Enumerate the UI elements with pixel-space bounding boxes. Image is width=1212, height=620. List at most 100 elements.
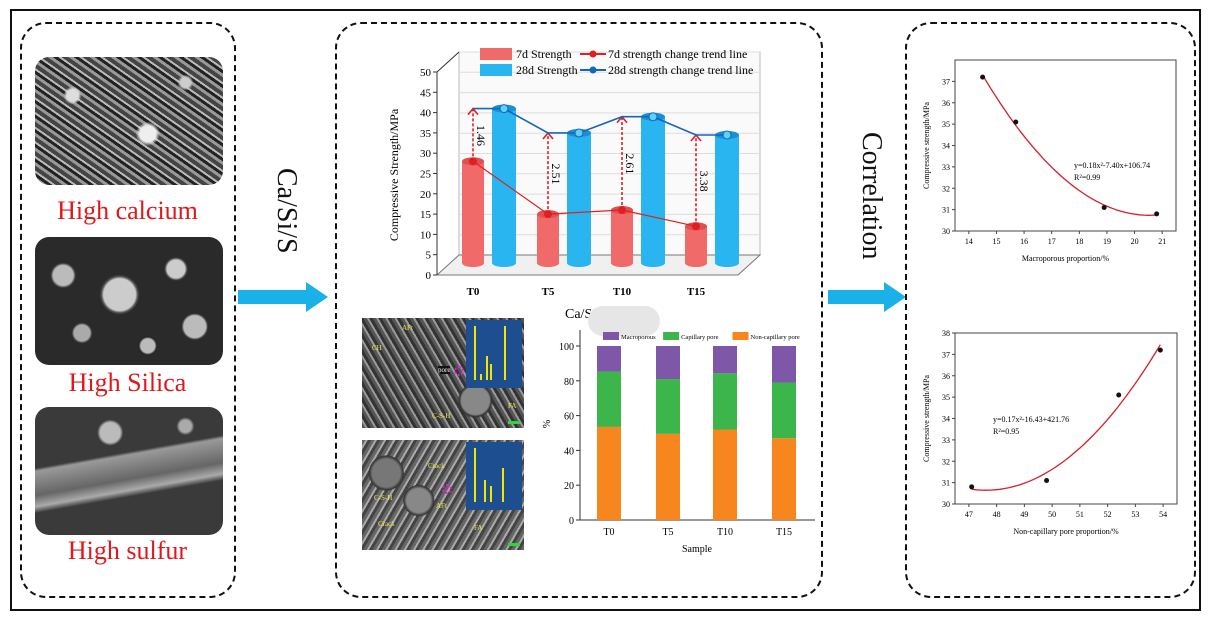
legend-swatch [480,64,512,76]
y-tick-label: 31 [942,206,950,215]
trend-point-7d [469,157,477,166]
y-tick-label: 33 [942,436,950,445]
y-tick-label: 35 [420,128,432,140]
x-tick-label: 19 [1103,237,1111,246]
x-tick-label: 48 [993,510,1001,519]
right-arrow-icon [828,282,908,312]
x-axis-label: Macroporous proportion/% [1022,254,1110,263]
legend-marker [589,66,597,74]
y-tick-label: 60 [564,412,574,423]
x-tick-label: 16 [1020,237,1028,246]
x-tick-label: 52 [1104,510,1112,519]
bar-28d [567,132,591,263]
y-tick-label: 20 [420,189,432,201]
fit-equation: y=0.17x²-16.43+421.76 [993,415,1069,424]
bar-segment-capillary-pore [772,382,796,439]
correlation-panel [905,22,1196,598]
y-axis-label: Compressive Strength/MPa [387,108,401,241]
x-tick-label: T10 [613,286,632,298]
macroporous-correlation-chart: 14 15 16 17 18 19 20 21 30 31 32 33 34 35 36 37 Macropor… [922,59,1177,263]
sem-high-calcium-image [35,57,223,185]
x-tick-label: 17 [1048,237,1056,246]
bar-base [641,259,665,267]
legend-label: Capillary pore [681,334,718,341]
non-capillary-correlation-chart: 47 48 49 50 51 52 53 54 30 31 32 33 34 35 36 37 38 Non-ca… [922,329,1178,536]
x-tick-label: T0 [603,527,614,538]
x-tick-label: 20 [1131,237,1139,246]
x-tick-label: 53 [1131,510,1139,519]
ratio-label: 2.61 [623,153,637,174]
sem-eds-image-top: AFt CH pore C-S-H FA [362,318,524,428]
axis-edge [436,51,460,73]
y-tick-label: 40 [420,108,432,120]
bar-7d [537,214,559,263]
legend-label: Macroporous [621,334,656,341]
fit-curve [982,74,1157,216]
sem-high-sulfur-image [35,407,223,535]
sem-label: C-S-H [432,412,451,420]
trend-line-28d [473,107,727,136]
label-high-silica: High Silica [68,368,187,397]
x-axis-label: Non-capillary pore proportion/% [1013,527,1119,536]
x-tick-label: T15 [776,527,792,538]
y-tick-label: 32 [942,184,950,193]
y-tick-label: 20 [564,481,574,492]
sem-eds-image-bottom: Crack C-S-H AFt Crack FA [362,440,524,550]
y-tick-label: 0 [569,516,574,527]
data-point [1157,347,1163,353]
bar-segment-macroporous [656,346,680,380]
eds-spectrum [466,320,522,388]
r-squared: R²=0.99 [1074,173,1100,182]
data-point [1101,204,1107,210]
y-tick-label: 100 [559,342,574,353]
y-tick-label: 15 [420,209,432,221]
label-high-calcium: High calcium [57,196,198,225]
strength-3d-bar-chart: 0 5 10 15 20 25 30 35 40 45 50 Compressive Strength… [387,47,762,298]
x-axis-label: Sample [682,544,713,555]
materials-panel [20,22,236,598]
data-point [1116,392,1122,398]
x-tick-label: T5 [662,527,673,538]
sem-label: CH [372,344,382,352]
bar-segment-non-capillary-pore [597,426,621,520]
y-tick-label: 30 [942,227,950,236]
bar-base [685,259,707,267]
sem-label: FA [508,402,517,410]
y-tick-label: 30 [942,500,950,509]
data-point [1013,119,1019,125]
label-high-sulfur: High sulfur [67,536,188,565]
bar-segment-capillary-pore [713,373,737,430]
x-tick-label: T10 [717,527,733,538]
bar-segment-macroporous [713,346,737,374]
trend-point-7d [544,210,552,219]
sem-label: pore [438,366,451,374]
bar-7d [611,210,633,263]
data-point [1154,211,1160,217]
title-highlight [588,306,660,336]
y-tick-label: 45 [420,87,432,99]
bar-segment-capillary-pore [656,379,680,434]
x-tick-label: 47 [965,510,973,519]
plot-frame [954,59,1177,232]
bar-base [462,259,484,267]
x-tick-label: 21 [1158,237,1166,246]
y-tick-label: 35 [942,120,950,129]
x-tick-label: 49 [1020,510,1028,519]
legend-swatch [603,332,619,340]
legend-label: 7d Strength [516,47,572,61]
figure-frame [10,9,1201,611]
y-axis-label: % [542,420,553,428]
bar-segment-capillary-pore [597,371,621,427]
bar-7d [462,161,484,263]
y-tick-label: 34 [942,142,950,151]
bar-base [492,259,516,267]
bar-segment-macroporous [597,346,621,372]
ratio-label: 2.51 [549,164,563,185]
x-tick-label: 51 [1076,510,1084,519]
fit-equation: y=0.18x²-7.40x+106.74 [1074,161,1150,170]
y-tick-label: 40 [564,446,574,457]
y-tick-label: 38 [942,329,950,338]
eds-spectrum [466,442,522,510]
sem-label: Crack [428,462,445,470]
